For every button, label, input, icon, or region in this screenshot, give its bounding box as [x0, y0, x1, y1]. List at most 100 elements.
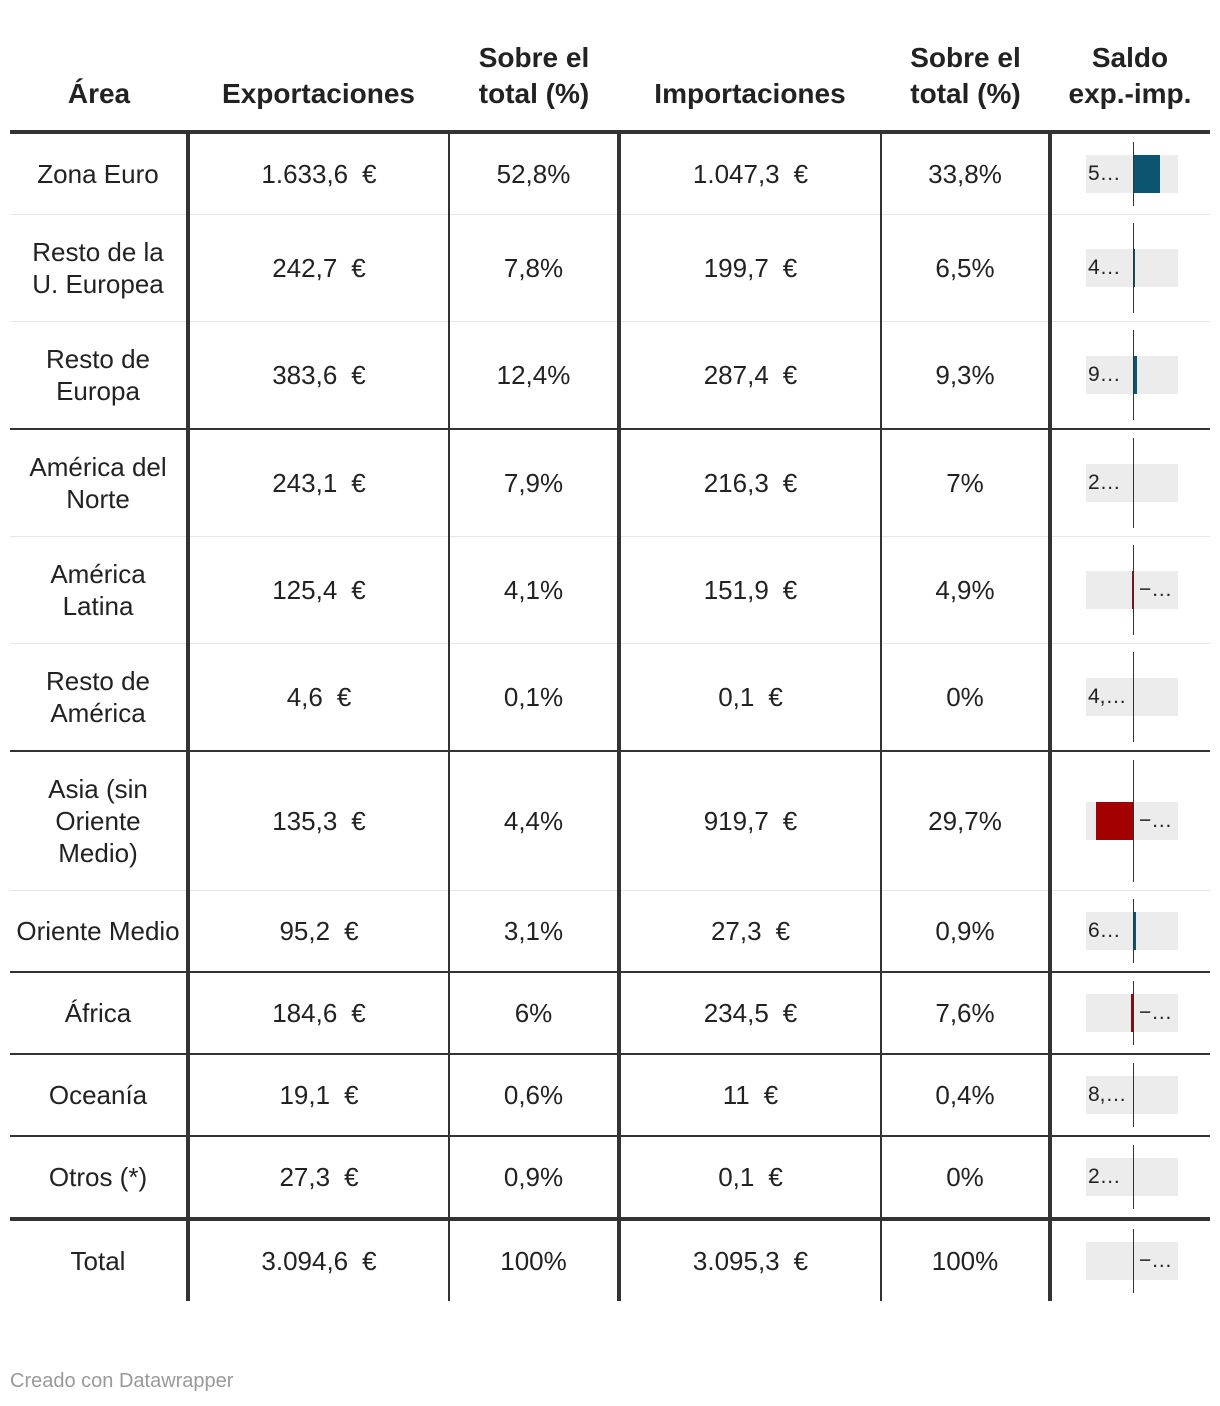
cell-value: 4,4% [503, 806, 564, 836]
cell-value: 184,6 [272, 998, 338, 1028]
exports-share-cell: 0,9% [448, 1136, 619, 1220]
cell-value: 11 [722, 1080, 750, 1110]
zero-line [1132, 1063, 1134, 1127]
area-cell: Total [10, 1217, 188, 1301]
cell-value: 0,9% [503, 1162, 564, 1192]
balance-cell: 4… [1048, 214, 1210, 322]
exports-cell: 3.094,6 € [186, 1217, 449, 1301]
data-table: Área Exportaciones Sobre el total (%) Impor… [10, 40, 1210, 1301]
cell-value: 19,1 [279, 1080, 331, 1110]
bar-track: −… [1086, 802, 1178, 840]
cell-value: 234,5 [703, 998, 769, 1028]
zero-line [1132, 330, 1134, 420]
exports-cell: 1.633,6 € [186, 132, 449, 215]
cell-value: 7,9% [503, 468, 564, 498]
zero-line [1132, 899, 1134, 963]
imports-cell: 234,5 € [617, 972, 881, 1055]
balance-cell: −… [1048, 972, 1210, 1055]
exports-cell: 184,6 € [186, 972, 449, 1055]
currency: € [351, 575, 366, 605]
area-cell: Resto de la U. Europea [10, 214, 188, 322]
exports-cell: 243,1 € [186, 429, 449, 537]
cell-value: 4,1% [503, 575, 564, 605]
balance-cell: 5… [1048, 132, 1210, 215]
imports-share-cell: 0,4% [880, 1054, 1050, 1137]
table-row: Otros (*) 27,3 €0,9% 0,1 €0% 2… [10, 1136, 1210, 1220]
currency: € [362, 159, 377, 189]
cell-value: 7,8% [503, 253, 564, 283]
cell-value: 100% [500, 1246, 567, 1276]
table-row: Zona Euro 1.633,6 €52,8% 1.047,3 €33,8% 5… [10, 132, 1210, 215]
currency: € [344, 916, 359, 946]
imports-share-cell: 9,3% [880, 321, 1050, 430]
imports-cell: 199,7 € [617, 214, 881, 322]
area-cell: África [10, 972, 188, 1055]
currency: € [344, 1162, 359, 1192]
bar-track: 4,… [1086, 678, 1178, 716]
zero-line [1132, 981, 1134, 1045]
balance-bar [1132, 356, 1138, 394]
cell-value: 0% [946, 1162, 984, 1192]
exports-share-cell: 7,9% [448, 429, 619, 537]
cell-value: 0,1 [718, 1162, 755, 1192]
imports-cell: 11 € [617, 1054, 881, 1137]
balance-label: −… [1138, 1001, 1173, 1024]
balance-label: 4,… [1088, 685, 1127, 708]
imports-share-cell: 33,8% [880, 132, 1050, 215]
exports-cell: 27,3 € [186, 1136, 449, 1220]
area-cell: América del Norte [10, 429, 188, 537]
balance-cell: 6… [1048, 890, 1210, 973]
bar-track: 5… [1086, 155, 1178, 193]
cell-value: 0,1 [718, 682, 755, 712]
currency: € [782, 575, 798, 605]
balance-label: 2… [1088, 1165, 1121, 1188]
bar-track: 2… [1086, 464, 1178, 502]
balance-cell: 9… [1048, 321, 1210, 430]
currency: € [351, 360, 366, 390]
column-header: Exportaciones [188, 40, 449, 134]
imports-share-cell: 6,5% [880, 214, 1050, 322]
currency: € [793, 159, 809, 189]
exports-share-cell: 100% [448, 1217, 619, 1301]
currency: € [336, 682, 352, 712]
area-cell: Resto de América [10, 643, 188, 752]
cell-value: 9,3% [935, 360, 995, 390]
area-cell: Asia (sin Oriente Medio) [10, 751, 188, 891]
exports-share-cell: 0,6% [448, 1054, 619, 1137]
balance-label: 6… [1088, 919, 1121, 942]
imports-share-cell: 29,7% [880, 751, 1050, 891]
exports-share-cell: 7,8% [448, 214, 619, 322]
table-row: Total 3.094,6 €100% 3.095,3 €100% −… [10, 1217, 1210, 1301]
exports-share-cell: 0,1% [448, 643, 619, 752]
cell-value: 135,3 [272, 806, 338, 836]
bar-track: −… [1086, 1242, 1178, 1280]
cell-value: 287,4 [703, 360, 769, 390]
imports-cell: 0,1 € [617, 643, 881, 752]
column-header: Área [10, 40, 188, 134]
balance-bar [1132, 155, 1161, 193]
zero-line [1132, 1229, 1134, 1293]
imports-share-cell: 7,6% [880, 972, 1050, 1055]
balance-cell: −… [1048, 751, 1210, 891]
exports-share-cell: 3,1% [448, 890, 619, 973]
balance-cell: 2… [1048, 429, 1210, 537]
zero-line [1132, 545, 1134, 635]
cell-value: 919,7 [703, 806, 769, 836]
currency: € [344, 1080, 359, 1110]
balance-bar [1131, 571, 1134, 609]
cell-value: 27,3 [279, 1162, 331, 1192]
cell-value: 125,4 [272, 575, 338, 605]
cell-value: 95,2 [279, 916, 331, 946]
cell-value: 242,7 [272, 253, 338, 283]
cell-value: 1.633,6 [261, 159, 349, 189]
zero-line [1132, 142, 1134, 206]
currency: € [768, 682, 783, 712]
area-cell: Resto de Europa [10, 321, 188, 430]
imports-share-cell: 7% [880, 429, 1050, 537]
cell-value: 383,6 [272, 360, 338, 390]
cell-value: 1.047,3 [692, 159, 780, 189]
header-row: Área Exportaciones Sobre el total (%) Impor… [10, 40, 1210, 134]
imports-cell: 27,3 € [617, 890, 881, 973]
table-row: Resto de América 4,6 €0,1% 0,1 €0% 4,… [10, 643, 1210, 752]
bar-track: 8,… [1086, 1076, 1178, 1114]
